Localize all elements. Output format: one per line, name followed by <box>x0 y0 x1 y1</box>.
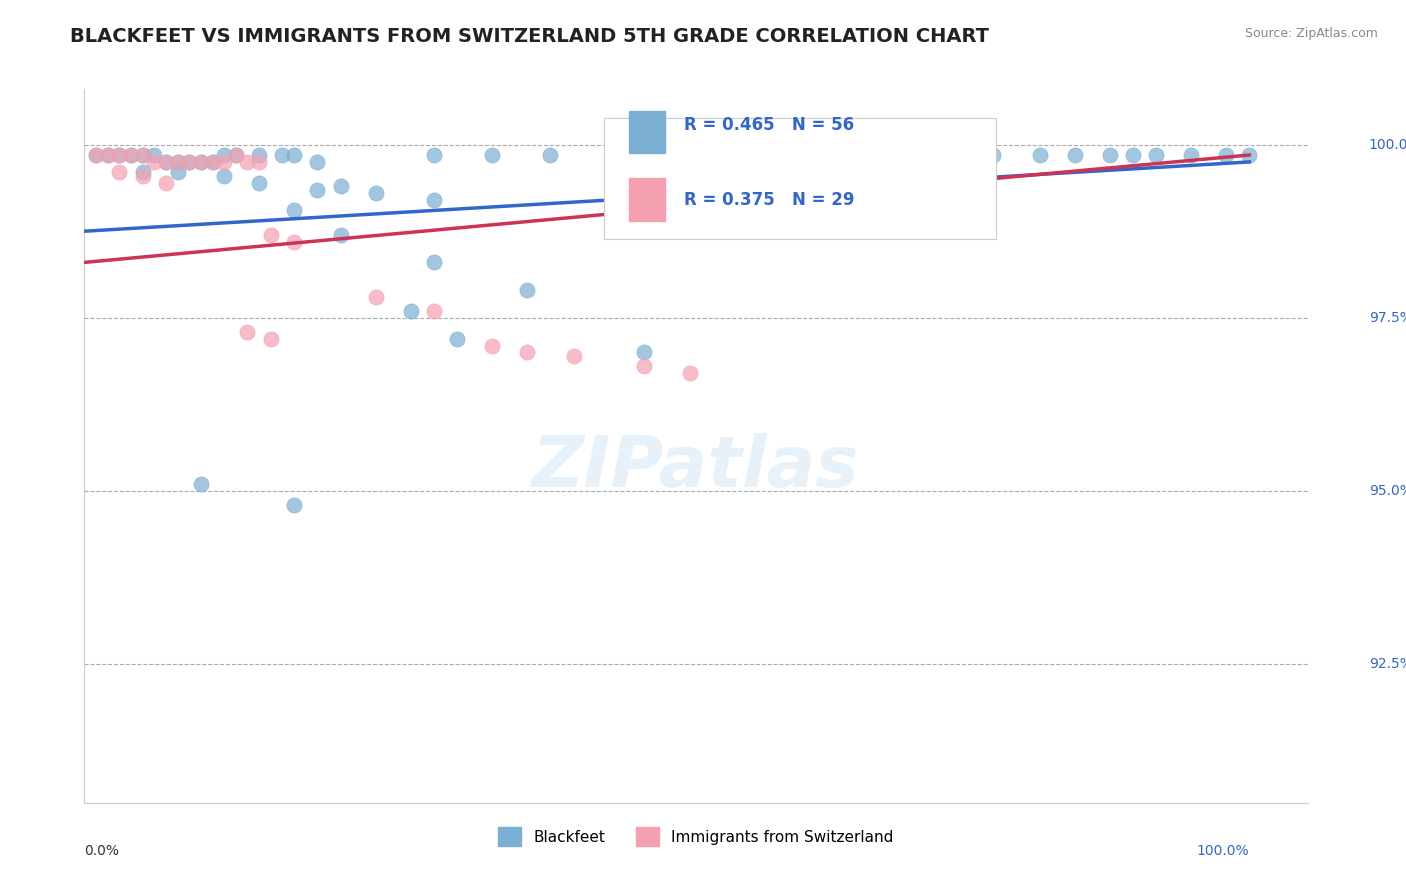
Point <box>190 155 212 169</box>
Point <box>399 304 422 318</box>
Point <box>364 290 387 304</box>
Point <box>131 148 153 162</box>
Point <box>212 148 235 162</box>
Point <box>155 155 177 169</box>
Text: R = 0.465   N = 56: R = 0.465 N = 56 <box>683 116 853 134</box>
Text: 92.5%: 92.5% <box>1369 657 1406 672</box>
Point <box>212 155 235 169</box>
Point <box>538 148 561 162</box>
Point <box>946 148 969 162</box>
Point <box>166 165 188 179</box>
FancyBboxPatch shape <box>628 178 665 221</box>
Point <box>155 155 177 169</box>
Point <box>981 148 1004 162</box>
Point <box>97 148 120 162</box>
Point <box>166 155 188 169</box>
Point <box>1098 148 1121 162</box>
Text: R = 0.375   N = 29: R = 0.375 N = 29 <box>683 191 855 209</box>
Point <box>201 155 224 169</box>
Point <box>679 366 702 380</box>
Point <box>516 345 538 359</box>
Point <box>481 338 503 352</box>
Point <box>247 176 270 190</box>
Point <box>260 227 283 242</box>
Point <box>190 155 212 169</box>
Point <box>179 155 201 169</box>
Point <box>329 179 352 194</box>
Point <box>283 498 305 512</box>
Point <box>423 255 446 269</box>
Point <box>1215 148 1237 162</box>
Point <box>236 325 259 339</box>
Point <box>131 148 153 162</box>
Point <box>212 169 235 183</box>
Point <box>108 165 131 179</box>
Point <box>271 148 294 162</box>
Point <box>247 155 270 169</box>
Point <box>481 148 503 162</box>
Text: ZIPatlas: ZIPatlas <box>533 433 859 502</box>
Point <box>108 148 131 162</box>
Point <box>633 345 655 359</box>
Text: 95.0%: 95.0% <box>1369 484 1406 498</box>
Point <box>562 349 585 363</box>
Point <box>155 176 177 190</box>
Legend: Blackfeet, Immigrants from Switzerland: Blackfeet, Immigrants from Switzerland <box>492 822 900 852</box>
Point <box>84 148 107 162</box>
Point <box>283 235 305 249</box>
Point <box>179 155 201 169</box>
Point <box>166 155 188 169</box>
Point <box>1028 148 1050 162</box>
Point <box>120 148 142 162</box>
Text: 0.0%: 0.0% <box>84 845 120 858</box>
FancyBboxPatch shape <box>605 118 995 239</box>
Point <box>190 477 212 491</box>
Point <box>307 155 329 169</box>
Point <box>423 148 446 162</box>
Point <box>679 148 702 162</box>
Point <box>120 148 142 162</box>
Text: Source: ZipAtlas.com: Source: ZipAtlas.com <box>1244 27 1378 40</box>
Text: 100.0%: 100.0% <box>1197 845 1250 858</box>
Point <box>831 148 853 162</box>
Point <box>516 283 538 297</box>
Point <box>260 332 283 346</box>
Text: BLACKFEET VS IMMIGRANTS FROM SWITZERLAND 5TH GRADE CORRELATION CHART: BLACKFEET VS IMMIGRANTS FROM SWITZERLAND… <box>70 27 990 45</box>
Point <box>889 148 911 162</box>
Point <box>225 148 247 162</box>
Point <box>283 203 305 218</box>
Point <box>633 359 655 374</box>
Point <box>912 148 935 162</box>
Point <box>143 148 166 162</box>
Point <box>329 227 352 242</box>
Point <box>97 148 120 162</box>
Point <box>749 148 772 162</box>
Point <box>84 148 107 162</box>
Point <box>131 169 153 183</box>
Point <box>283 148 305 162</box>
Point <box>201 155 224 169</box>
Point <box>423 193 446 207</box>
Point <box>633 148 655 162</box>
Point <box>423 304 446 318</box>
Point <box>1144 148 1167 162</box>
Point <box>1180 148 1202 162</box>
Point <box>1122 148 1144 162</box>
Point <box>1063 148 1085 162</box>
Point <box>446 332 468 346</box>
Text: 100.0%: 100.0% <box>1369 137 1406 152</box>
FancyBboxPatch shape <box>628 111 665 153</box>
Point <box>307 183 329 197</box>
Point <box>131 165 153 179</box>
Point <box>247 148 270 162</box>
Point <box>108 148 131 162</box>
Point <box>225 148 247 162</box>
Text: 97.5%: 97.5% <box>1369 310 1406 325</box>
Point <box>143 155 166 169</box>
Point <box>236 155 259 169</box>
Point <box>364 186 387 201</box>
Point <box>1239 148 1261 162</box>
